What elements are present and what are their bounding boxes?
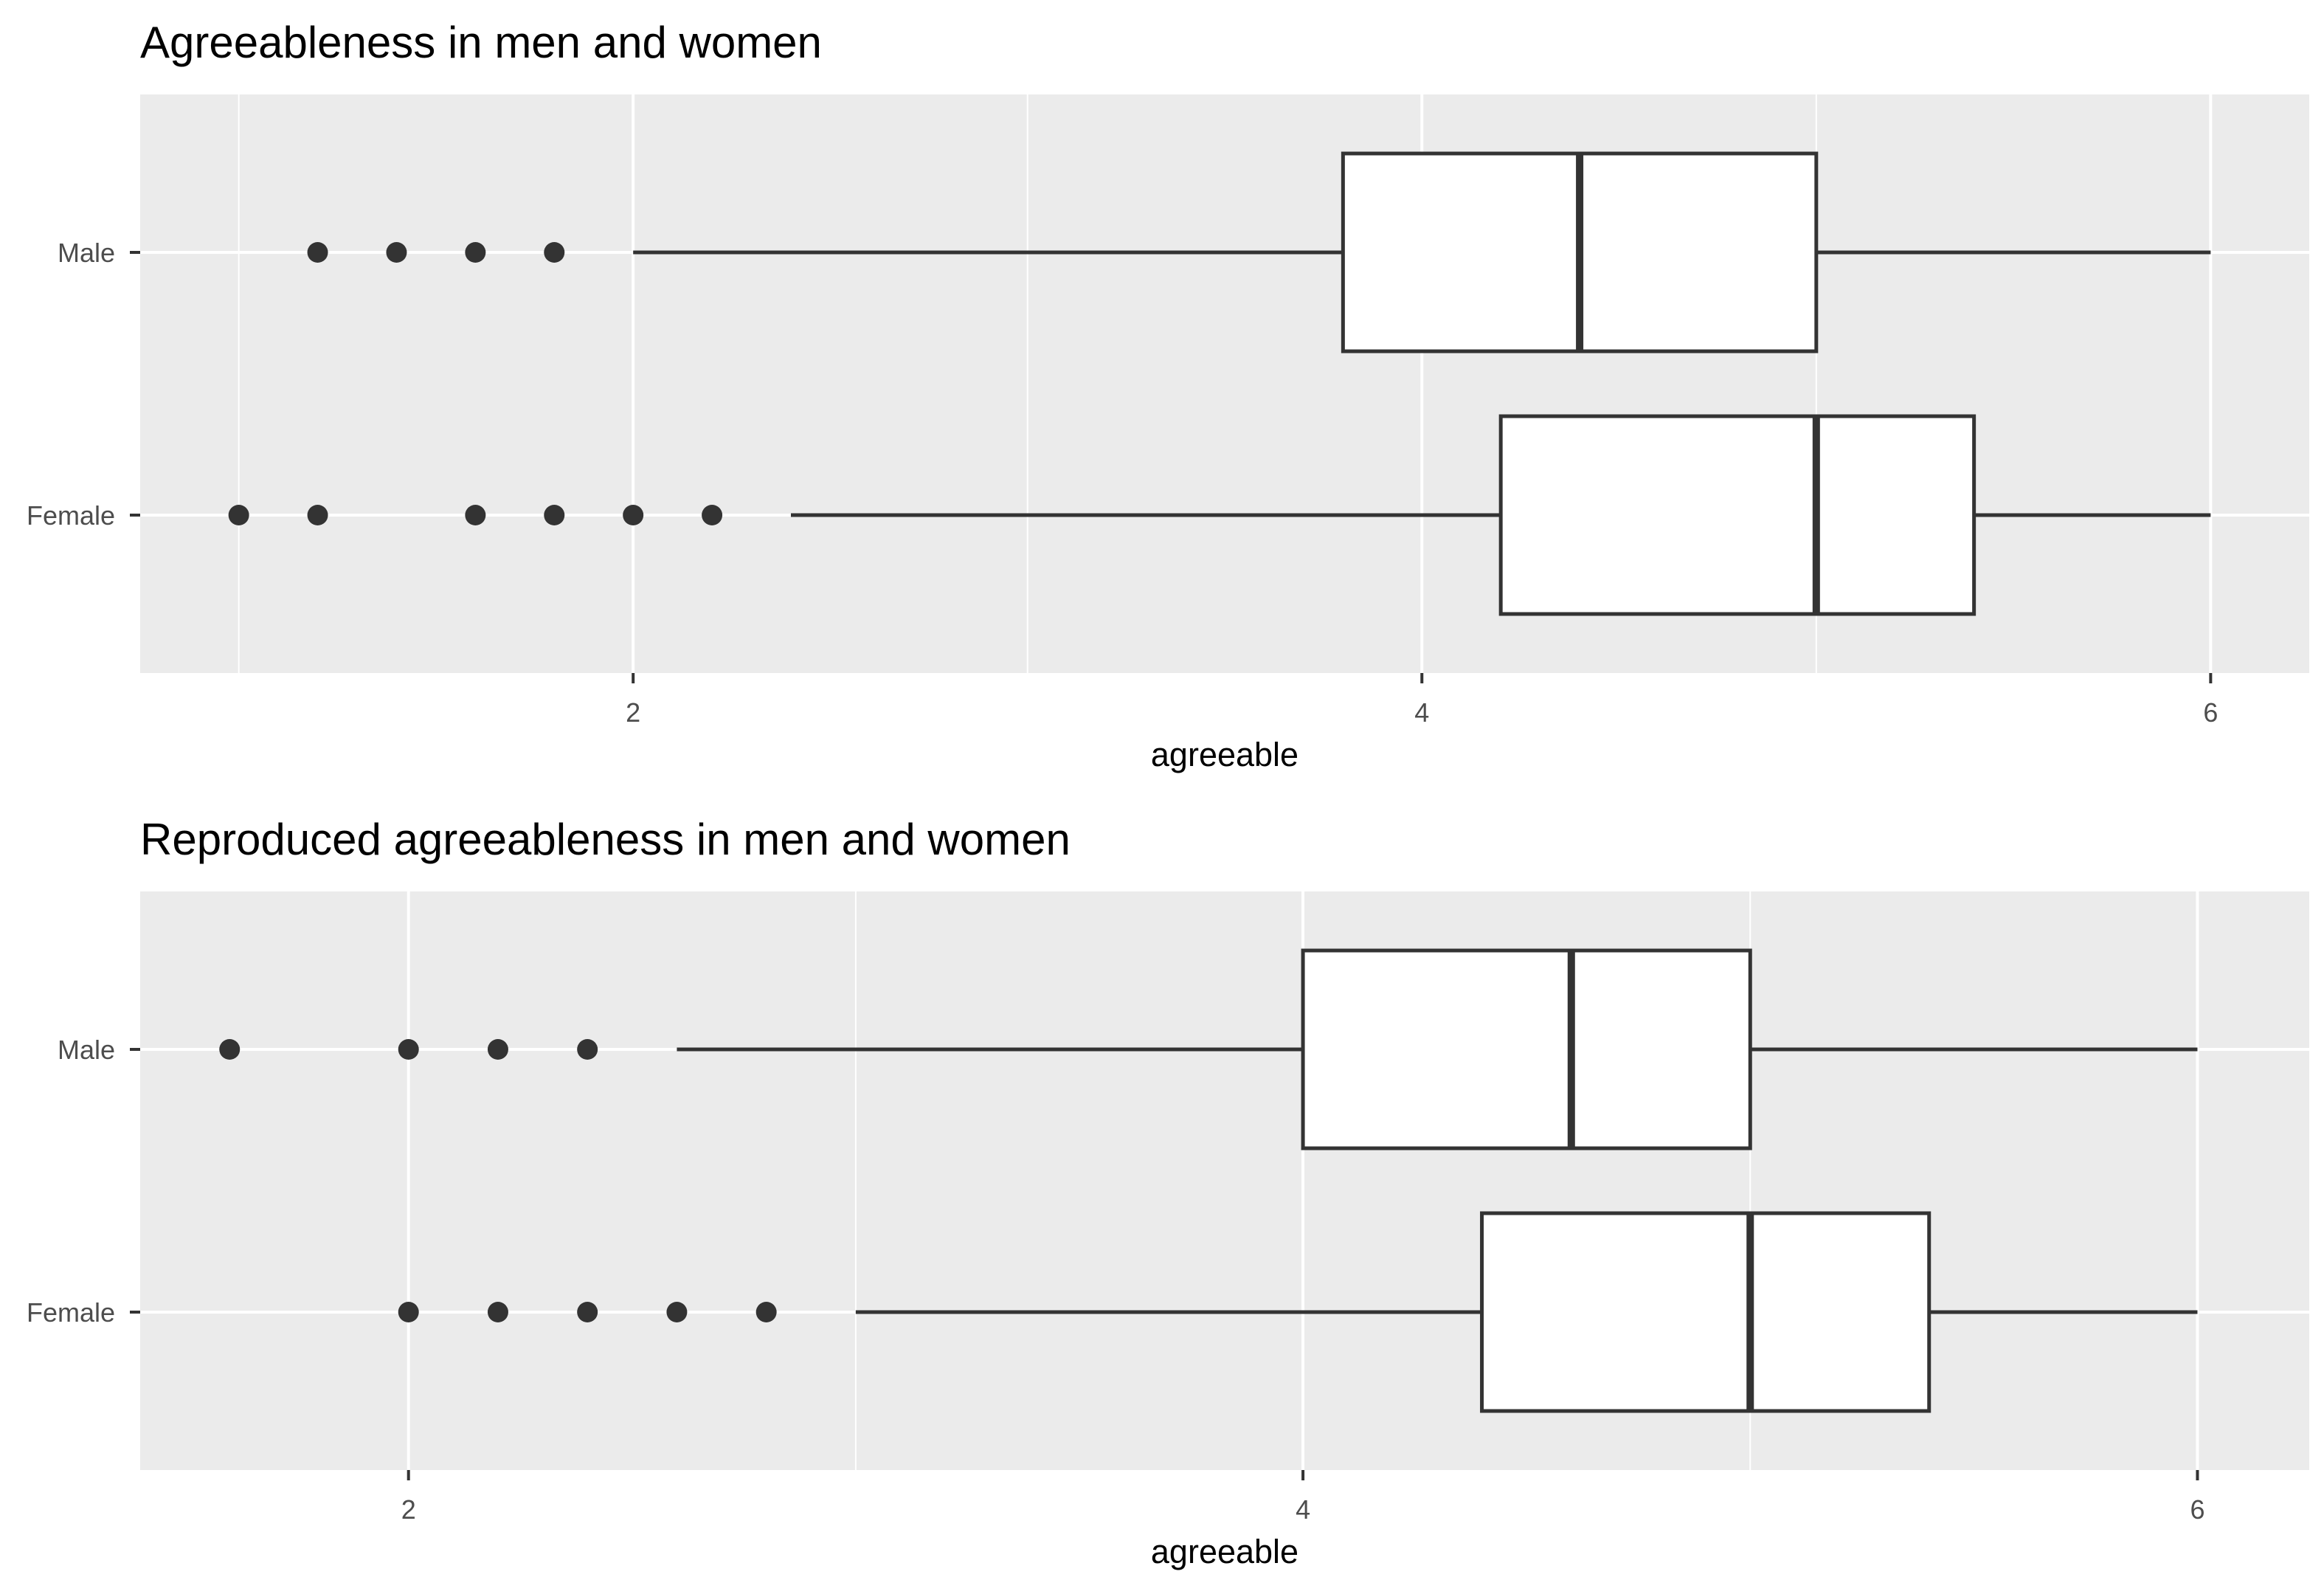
outlier-point — [228, 505, 249, 525]
x-tick-label: 2 — [401, 1494, 416, 1525]
x-axis-title: agreeable — [1151, 1533, 1298, 1570]
x-tick-label: 6 — [2190, 1494, 2204, 1525]
outlier-point — [307, 505, 328, 525]
outlier-point — [577, 1039, 598, 1060]
outlier-point — [755, 1302, 777, 1322]
outlier-point — [544, 505, 565, 525]
chart-reproduced-agreeableness: Male Female 2 4 6 agreeable Reproduced agreeab… — [27, 815, 2309, 1570]
outlier-point — [623, 505, 644, 525]
chart-agreeableness: Male Female 2 4 6 agreeable Agreeableness in m… — [27, 18, 2309, 773]
chart-title: Agreeableness in men and women — [140, 18, 822, 67]
outlier-point — [465, 242, 486, 263]
plot-panel — [140, 891, 2309, 1470]
outlier-point — [465, 505, 486, 525]
y-tick-label-female: Female — [27, 1297, 115, 1328]
y-tick-label-male: Male — [58, 1035, 115, 1065]
plot-panel — [140, 94, 2309, 673]
outlier-point — [544, 242, 565, 263]
y-tick-label-male: Male — [58, 238, 115, 268]
outlier-point — [307, 242, 328, 263]
outlier-point — [487, 1302, 508, 1322]
outlier-point — [219, 1039, 241, 1060]
x-tick-label: 4 — [1296, 1494, 1310, 1525]
x-axis-title: agreeable — [1151, 736, 1298, 773]
iqr-box — [1301, 948, 1752, 1150]
iqr-box — [1498, 414, 1977, 616]
outlier-point — [398, 1302, 419, 1322]
outlier-point — [386, 242, 407, 263]
iqr-box — [1480, 1211, 1932, 1413]
outlier-point — [398, 1039, 419, 1060]
chart-title: Reproduced agreeableness in men and wome… — [140, 815, 1071, 864]
outlier-point — [487, 1039, 508, 1060]
outlier-point — [702, 505, 723, 525]
outlier-point — [666, 1302, 688, 1322]
x-tick-label: 2 — [626, 697, 640, 728]
outlier-point — [577, 1302, 598, 1322]
y-tick-label-female: Female — [27, 500, 115, 531]
x-tick-label: 4 — [1414, 697, 1429, 728]
x-tick-label: 6 — [2203, 697, 2218, 728]
